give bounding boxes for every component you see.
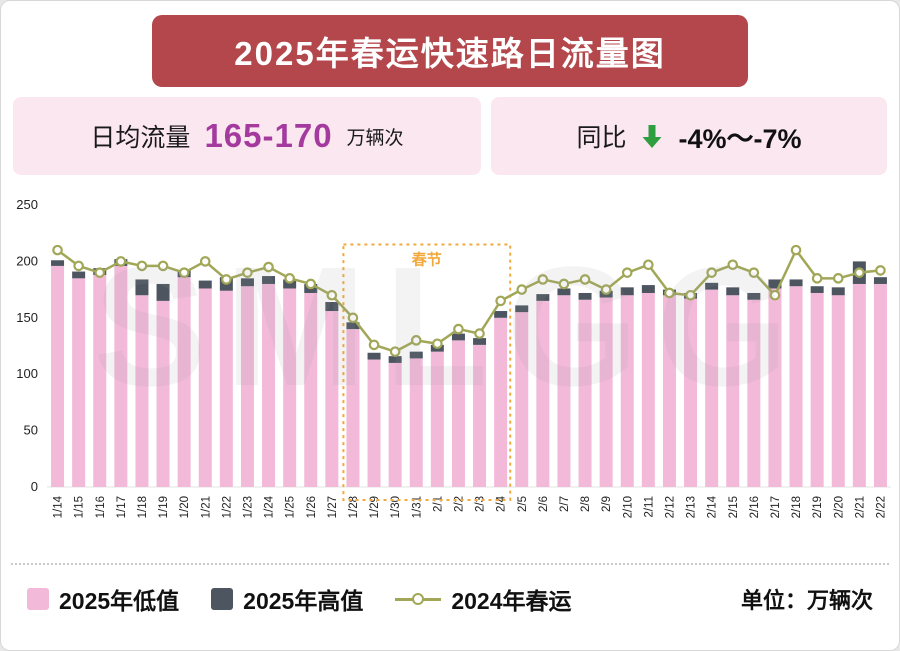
svg-text:2/20: 2/20 (833, 496, 845, 518)
yoy-label: 同比 (576, 124, 627, 152)
svg-text:2/3: 2/3 (475, 496, 487, 512)
svg-text:1/14: 1/14 (53, 495, 65, 518)
stats-row: 日均流量 165-170 万辆次 同比 -4%～-7% (13, 97, 887, 175)
flow-chart: 0 50 100 150 200 250 1/14 1/15 1/16 1/17 1/18 1/19 1… (16, 197, 891, 518)
svg-text:200: 200 (16, 253, 38, 268)
svg-text:2/17: 2/17 (770, 496, 782, 518)
svg-text:2/8: 2/8 (580, 496, 592, 512)
legend-item-line: 2024年春运 (395, 582, 572, 616)
svg-text:1/15: 1/15 (74, 496, 86, 518)
svg-text:1/28: 1/28 (348, 496, 360, 518)
svg-text:1/17: 1/17 (116, 496, 128, 518)
legend-item-low: 2025年低值 (27, 582, 179, 616)
daily-flow-value: 165-170 (204, 117, 333, 154)
svg-text:2/9: 2/9 (601, 496, 613, 512)
svg-text:2/16: 2/16 (749, 496, 761, 518)
svg-text:1/19: 1/19 (158, 496, 170, 518)
line-label: 2024年春运 (451, 588, 572, 614)
svg-text:250: 250 (16, 197, 38, 212)
daily-flow-box: 日均流量 165-170 万辆次 (13, 97, 481, 175)
chart-area: SMLGG 0 50 100 150 200 250 1/14 1/15 1/16 1/17 1/1… (1, 189, 899, 557)
svg-text:1/22: 1/22 (221, 496, 233, 518)
page-title-text: 2025年春运快速路日流量图 (234, 35, 666, 72)
low-swatch (27, 588, 49, 610)
svg-text:2/13: 2/13 (686, 496, 698, 518)
svg-text:2/10: 2/10 (622, 496, 634, 518)
svg-text:1/20: 1/20 (179, 496, 191, 518)
svg-text:1/18: 1/18 (137, 496, 149, 518)
svg-text:2/12: 2/12 (664, 496, 676, 518)
svg-text:150: 150 (16, 310, 38, 325)
svg-text:春节: 春节 (412, 250, 442, 268)
legend-item-high: 2025年高值 (211, 582, 363, 616)
svg-text:1/16: 1/16 (95, 496, 107, 518)
svg-text:1/26: 1/26 (306, 496, 318, 518)
svg-text:1/21: 1/21 (200, 496, 212, 518)
svg-text:1/29: 1/29 (369, 496, 381, 518)
svg-text:2/2: 2/2 (453, 496, 465, 512)
svg-text:1/23: 1/23 (242, 496, 254, 518)
svg-text:1/24: 1/24 (264, 495, 276, 518)
svg-text:2/6: 2/6 (538, 496, 550, 512)
svg-text:2/22: 2/22 (875, 496, 887, 518)
svg-text:1/27: 1/27 (327, 496, 339, 518)
svg-text:1/30: 1/30 (390, 496, 402, 518)
svg-text:2/11: 2/11 (643, 496, 655, 518)
svg-text:2/21: 2/21 (854, 496, 866, 518)
legend: 2025年低值 2025年高值 2024年春运 单位：万辆次 (1, 577, 899, 621)
daily-flow-unit: 万辆次 (346, 127, 404, 149)
high-swatch (211, 588, 234, 610)
svg-text:1/25: 1/25 (285, 496, 297, 518)
svg-text:50: 50 (24, 423, 38, 438)
high-label: 2025年高值 (243, 588, 364, 614)
yoy-value: -4%～-7% (678, 123, 802, 154)
low-label: 2025年低值 (59, 588, 180, 614)
line-swatch (395, 592, 442, 606)
svg-text:2/18: 2/18 (791, 496, 803, 518)
down-arrow-icon (640, 123, 664, 149)
page-title: 2025年春运快速路日流量图 (152, 15, 748, 87)
svg-text:100: 100 (16, 366, 38, 381)
dotted-divider (11, 563, 889, 565)
svg-text:2/4: 2/4 (496, 495, 508, 512)
svg-text:2/14: 2/14 (707, 495, 719, 518)
daily-flow-label: 日均流量 (90, 124, 191, 152)
svg-text:2/1: 2/1 (432, 496, 444, 512)
unit-label: 单位：万辆次 (740, 588, 873, 613)
yoy-box: 同比 -4%～-7% (491, 97, 887, 175)
svg-text:0: 0 (31, 479, 38, 494)
svg-text:1/31: 1/31 (411, 496, 423, 518)
svg-text:2/19: 2/19 (812, 496, 824, 518)
svg-text:2/15: 2/15 (728, 496, 740, 518)
svg-text:2/5: 2/5 (517, 496, 529, 512)
svg-text:2/7: 2/7 (559, 496, 571, 512)
